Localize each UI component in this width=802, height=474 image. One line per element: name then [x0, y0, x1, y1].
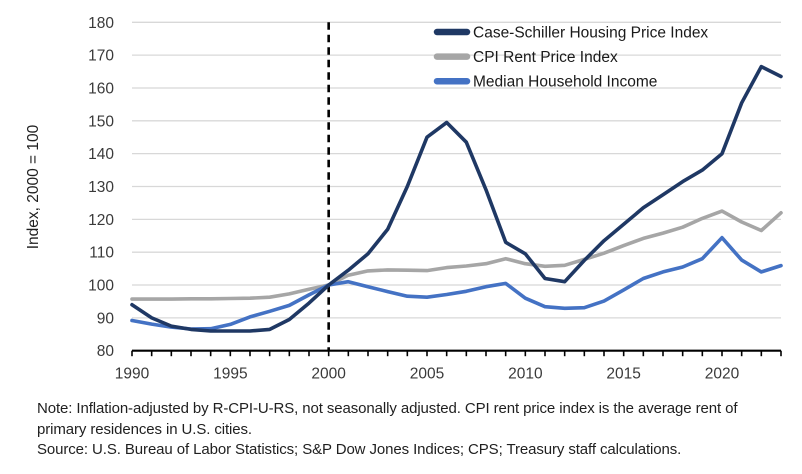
gridlines-layer [132, 21, 781, 319]
legend: Case-Schiller Housing Price Index CPI Ren… [433, 25, 708, 91]
y-tick-label: 120 [88, 212, 114, 229]
source-text: Source: U.S. Bureau of Labor Statistics;… [37, 441, 682, 459]
legend-label: CPI Rent Price Index [473, 49, 618, 66]
x-tick-label: 2000 [311, 366, 346, 383]
note-text: Note: Inflation-adjusted by R-CPI-U-RS, … [37, 400, 738, 438]
y-tick-label: 130 [88, 179, 114, 196]
series-layer [130, 64, 783, 333]
legend-label: Median Household Income [473, 74, 657, 91]
y-tick-label: 80 [97, 343, 115, 360]
y-tick-label: 110 [89, 245, 114, 262]
y-tick-label: 90 [97, 310, 115, 327]
x-tick-label: 1990 [115, 366, 150, 383]
y-tick-label: 100 [88, 278, 114, 295]
x-tick-label: 2015 [606, 366, 640, 383]
y-axis-title: Index, 2000 = 100 [25, 124, 42, 249]
x-tick-label: 2020 [705, 366, 740, 383]
y-tick-label: 170 [88, 48, 114, 65]
axes-layer: 80 90 100 110 120 130 140 150 160 170 180 1990 1995 2… [88, 15, 782, 383]
y-tick-label: 160 [88, 80, 114, 97]
series-line-median-household-income [130, 235, 783, 331]
x-tick-label: 2010 [508, 366, 543, 383]
line-chart: 80 90 100 110 120 130 140 150 160 170 180 1990 1995 2… [25, 15, 783, 383]
x-tick-label: 2005 [410, 366, 444, 383]
x-tick-label: 1995 [213, 366, 247, 383]
y-tick-label: 150 [88, 113, 114, 130]
chart-notes: Note: Inflation-adjusted by R-CPI-U-RS, … [37, 399, 779, 461]
y-tick-label: 140 [88, 146, 114, 163]
series-line-case-schiller-housing-price-index [130, 64, 783, 333]
legend-label: Case-Schiller Housing Price Index [473, 25, 708, 42]
y-tick-label: 180 [88, 15, 114, 32]
series-line-cpi-rent-price-index [130, 209, 783, 301]
